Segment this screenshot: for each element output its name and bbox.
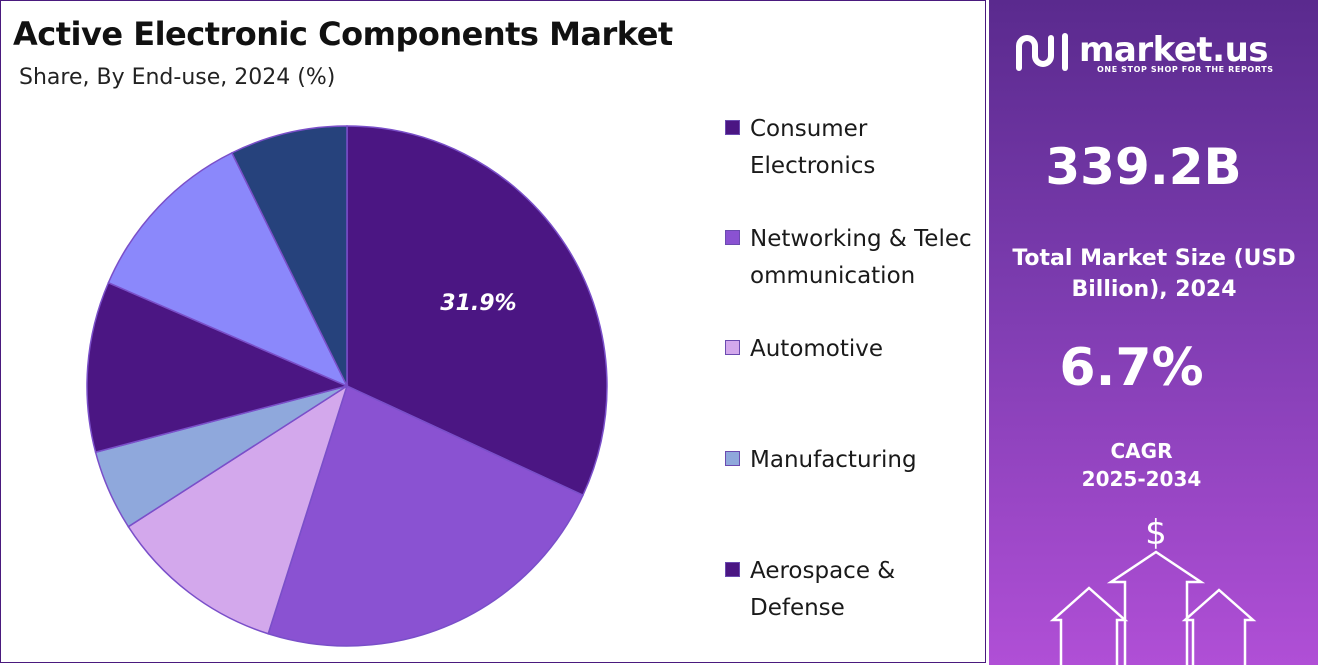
legend-item-automotive: Automotive bbox=[725, 331, 975, 368]
cagr-label: CAGR 2025-2034 bbox=[989, 437, 1306, 493]
legend-swatch bbox=[725, 451, 740, 466]
cagr-value: 6.7% bbox=[1059, 338, 1204, 398]
legend-item-manufacturing: Manufacturing bbox=[725, 442, 975, 479]
legend-item-networking-telecommunication: Networking & Telecommunication bbox=[725, 221, 975, 295]
chart-panel: 31.9% Active Electronic Components Marke… bbox=[0, 0, 986, 663]
currency-symbol: $ bbox=[1145, 513, 1167, 553]
slice-data-label: 31.9% bbox=[440, 291, 516, 316]
legend-swatch bbox=[725, 562, 740, 577]
legend-item-aerospace-defense: Aerospace & Defense bbox=[725, 553, 920, 627]
legend-swatch bbox=[725, 120, 740, 135]
legend-label: Networking & Telecommunication bbox=[750, 226, 972, 289]
brand-tagline: ONE STOP SHOP FOR THE REPORTS bbox=[1097, 65, 1274, 74]
legend-label: Automotive bbox=[750, 336, 884, 362]
chart-subtitle: Share, By End-use, 2024 (%) bbox=[19, 65, 336, 90]
brand: market.us ONE STOP SHOP FOR THE REPORTS bbox=[1013, 28, 1303, 78]
pie-slice-networking-telecommunication bbox=[267, 384, 584, 647]
legend-swatch bbox=[725, 340, 740, 355]
chart-legend: Consumer Electronics Networking & Teleco… bbox=[725, 109, 975, 639]
pie-slice-automotive bbox=[127, 384, 349, 635]
cagr-label-title: CAGR bbox=[1110, 439, 1173, 463]
legend-label: Aerospace & Defense bbox=[750, 558, 896, 621]
legend-swatch bbox=[725, 230, 740, 245]
cagr-label-period: 2025-2034 bbox=[1081, 467, 1202, 491]
legend-label: Consumer Electronics bbox=[750, 116, 876, 179]
pie-slice-aerospace-defense bbox=[86, 281, 350, 454]
info-panel: market.us ONE STOP SHOP FOR THE REPORTS … bbox=[989, 0, 1318, 665]
market-us-logo-icon bbox=[1016, 33, 1068, 71]
brand-name: market.us bbox=[1079, 30, 1269, 70]
pie-slice-6 bbox=[230, 125, 348, 387]
legend-item-consumer-electronics: Consumer Electronics bbox=[725, 111, 900, 185]
market-size-label: Total Market Size (USD Billion), 2024 bbox=[1012, 246, 1296, 302]
legend-label: Manufacturing bbox=[750, 447, 917, 473]
market-size-value: 339.2B bbox=[1045, 138, 1242, 196]
growth-arrows-icon: $ bbox=[1049, 513, 1257, 665]
pie-chart: 31.9% bbox=[86, 125, 608, 647]
pie-slice-consumer-electronics bbox=[346, 125, 608, 497]
pie-slice-5 bbox=[107, 151, 349, 388]
chart-title: Active Electronic Components Market bbox=[13, 15, 673, 53]
